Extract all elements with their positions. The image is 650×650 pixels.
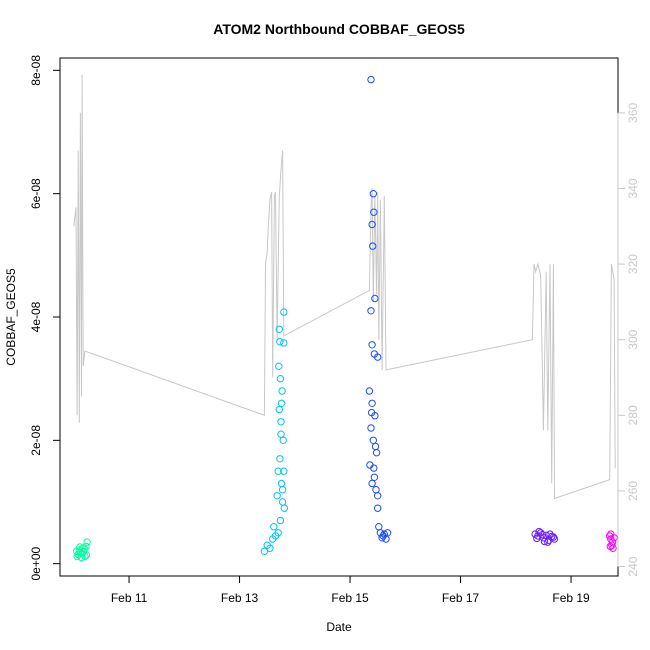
data-point <box>370 473 379 481</box>
x-tick-label: Feb 19 <box>552 591 590 605</box>
data-point <box>279 436 287 444</box>
data-point <box>606 532 614 540</box>
y-tick-label: 6e-08 <box>29 178 43 209</box>
data-point <box>83 538 91 546</box>
data-points-layer <box>72 75 618 562</box>
y2-tick-label: 260 <box>626 481 640 501</box>
data-point <box>610 534 618 542</box>
data-point <box>277 479 286 488</box>
data-point <box>78 550 86 558</box>
data-point <box>280 504 288 512</box>
data-point <box>367 307 375 315</box>
data-point <box>367 424 375 432</box>
data-point <box>383 529 392 537</box>
data-point <box>368 479 376 488</box>
data-point <box>540 537 549 546</box>
data-point <box>275 362 283 370</box>
data-point <box>606 542 614 551</box>
data-point <box>277 399 286 407</box>
data-point <box>538 531 546 539</box>
data-point <box>278 387 286 395</box>
data-point <box>274 529 282 537</box>
data-point <box>365 387 374 395</box>
data-point <box>273 492 281 500</box>
data-point <box>82 551 91 559</box>
x-axis: Feb 11 Feb 13 Feb 15 Feb 17 Feb 19 <box>111 575 590 605</box>
plot-frame <box>59 57 619 577</box>
x-tick-label: Feb 17 <box>442 591 480 605</box>
y-tick-label: 0e+00 <box>29 546 43 580</box>
data-point <box>280 308 288 316</box>
data-point <box>608 541 616 549</box>
y-axis: 0e+00 2e-08 4e-08 6e-08 8e-08 <box>29 55 61 581</box>
y2-tick-label: 300 <box>626 329 640 349</box>
data-point <box>275 325 283 333</box>
data-point <box>544 538 552 546</box>
data-point <box>276 375 285 383</box>
x-axis-label: Date <box>326 620 352 634</box>
data-point <box>278 486 287 494</box>
data-point <box>280 339 288 347</box>
y2-tick-label: 280 <box>626 405 640 425</box>
chart-title: ATOM2 Northbound COBBAF_GEOS5 <box>213 21 465 37</box>
data-point <box>275 405 283 414</box>
data-point <box>368 399 376 407</box>
data-point <box>380 530 388 538</box>
data-point <box>549 533 558 541</box>
data-point <box>374 492 382 500</box>
data-point <box>369 190 377 198</box>
data-point <box>374 353 382 361</box>
y-tick-label: 4e-08 <box>29 301 43 332</box>
data-point <box>369 242 377 250</box>
y-tick-label: 8e-08 <box>29 55 43 86</box>
data-point <box>608 538 617 546</box>
data-point <box>367 75 375 84</box>
data-point <box>378 534 386 542</box>
data-point <box>368 220 376 229</box>
data-point <box>367 408 376 417</box>
y2-tick-label: 340 <box>626 178 640 198</box>
overlay-line <box>73 74 616 500</box>
data-point <box>372 486 380 494</box>
data-point <box>370 208 378 216</box>
data-point <box>533 534 541 543</box>
data-point <box>369 436 377 444</box>
x-tick-label: Feb 15 <box>331 591 369 605</box>
data-point <box>276 516 285 525</box>
data-point <box>371 294 379 303</box>
y2-tick-label: 360 <box>626 102 640 122</box>
data-point <box>372 449 381 457</box>
data-point <box>278 498 287 506</box>
data-point <box>270 523 278 531</box>
data-point <box>280 467 288 475</box>
data-point <box>260 547 269 555</box>
data-point <box>375 523 383 531</box>
data-point <box>266 544 274 552</box>
y-axis-label: COBBAF_GEOS5 <box>4 268 18 366</box>
x-tick-label: Feb 13 <box>221 591 259 605</box>
data-point <box>368 341 376 349</box>
y2-tick-label: 320 <box>626 254 640 274</box>
y2-axis: 240 260 280 300 320 340 360 <box>617 102 640 577</box>
data-point <box>371 442 380 451</box>
overlay-line-layer <box>73 74 616 500</box>
data-point <box>374 504 382 512</box>
y-tick-label: 2e-08 <box>29 425 43 456</box>
data-point <box>274 467 282 475</box>
data-point <box>76 543 84 551</box>
data-point <box>370 464 378 472</box>
data-point <box>276 455 284 463</box>
data-point <box>277 418 285 426</box>
x-tick-label: Feb 11 <box>111 591 148 605</box>
data-point <box>277 430 285 438</box>
y2-tick-label: 240 <box>626 556 640 576</box>
data-point <box>550 535 559 543</box>
data-point <box>276 338 284 346</box>
